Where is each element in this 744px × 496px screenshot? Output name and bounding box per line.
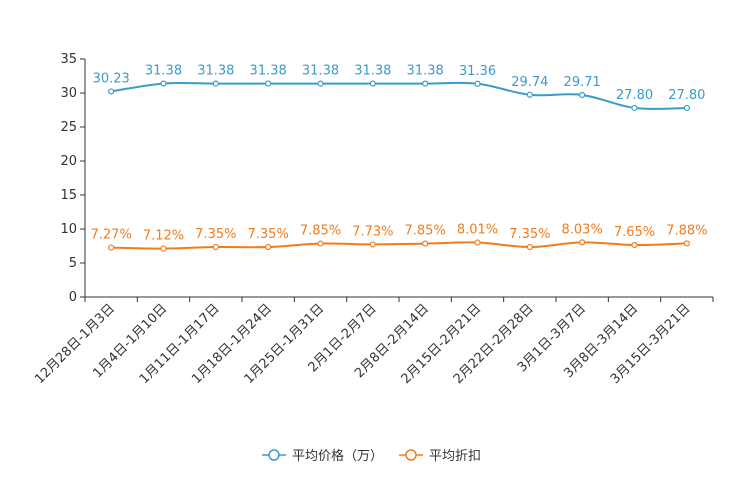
data-label: 7.35% [248,227,289,242]
data-point[interactable] [265,80,272,87]
y-tick-label: 30 [60,86,77,101]
data-point[interactable] [474,239,481,246]
data-label: 31.38 [354,64,391,79]
series-1: 30.23 31.38 31.38 31.38 31.38 31.38 31.38 31.36… [93,64,705,112]
data-label: 7.35% [509,227,550,242]
data-point[interactable] [317,240,324,247]
data-label: 29.71 [564,75,601,90]
data-label: 8.03% [562,222,603,237]
y-tick-label: 25 [60,120,77,135]
legend-marker-icon [268,449,280,461]
data-label: 7.27% [91,228,132,243]
data-point[interactable] [526,243,533,251]
data-point[interactable] [526,91,533,98]
data-label: 31.38 [407,64,444,79]
data-label: 7.12% [143,229,184,244]
data-label: 7.85% [300,224,341,239]
y-tick-label: 15 [60,188,77,203]
data-point[interactable] [160,245,167,252]
data-point[interactable] [212,80,219,87]
data-point[interactable] [683,240,690,247]
data-point[interactable] [422,240,429,247]
data-point[interactable] [369,241,376,248]
y-tick-label: 35 [60,52,77,67]
data-label: 29.74 [511,75,548,90]
data-label: 8.01% [457,223,498,238]
data-label: 27.80 [616,88,653,103]
data-point[interactable] [631,104,638,112]
data-point[interactable] [160,80,167,87]
data-point[interactable] [474,80,481,87]
data-label: 31.38 [302,64,339,79]
data-point[interactable] [108,244,115,251]
data-label: 31.38 [250,64,287,79]
y-tick-label: 0 [69,290,77,305]
data-point[interactable] [631,241,638,249]
data-label: 7.73% [352,224,393,239]
y-tick-label: 5 [69,256,77,271]
data-label: 31.36 [459,64,496,79]
legend-item-1[interactable]: 平均价格（万） [262,448,383,464]
y-tick-label: 10 [60,222,77,237]
data-label: 31.38 [197,64,234,79]
data-point[interactable] [579,239,586,246]
legend-label: 平均折扣 [429,449,481,464]
data-point[interactable] [369,80,376,87]
data-label: 30.23 [93,71,130,86]
legend-marker-icon [405,449,417,461]
legend-item-2[interactable]: 平均折扣 [399,449,481,464]
series-line [111,241,687,250]
data-point[interactable] [212,243,219,251]
series-2: 7.27% 7.12% 7.35% 7.35% 7.85% 7.73% 7.85% 8.01%… [91,222,707,252]
y-tick-label: 20 [60,154,77,169]
data-label: 7.65% [614,225,655,240]
series-layer: 30.23 31.38 31.38 31.38 31.38 31.38 31.38 31.36… [91,64,707,252]
legend[interactable]: 平均价格（万） 平均折扣 [262,448,481,464]
data-point[interactable] [422,80,429,87]
data-label: 7.85% [405,224,446,239]
series-line [111,81,687,110]
data-point[interactable] [579,91,586,99]
data-point[interactable] [683,104,690,112]
data-point[interactable] [265,243,272,251]
data-label: 7.35% [195,227,236,242]
data-point[interactable] [317,80,324,87]
data-label: 31.38 [145,64,182,79]
data-label: 7.88% [666,223,707,238]
data-point[interactable] [108,88,115,95]
legend-label: 平均价格（万） [292,448,383,464]
data-label: 27.80 [668,88,705,103]
